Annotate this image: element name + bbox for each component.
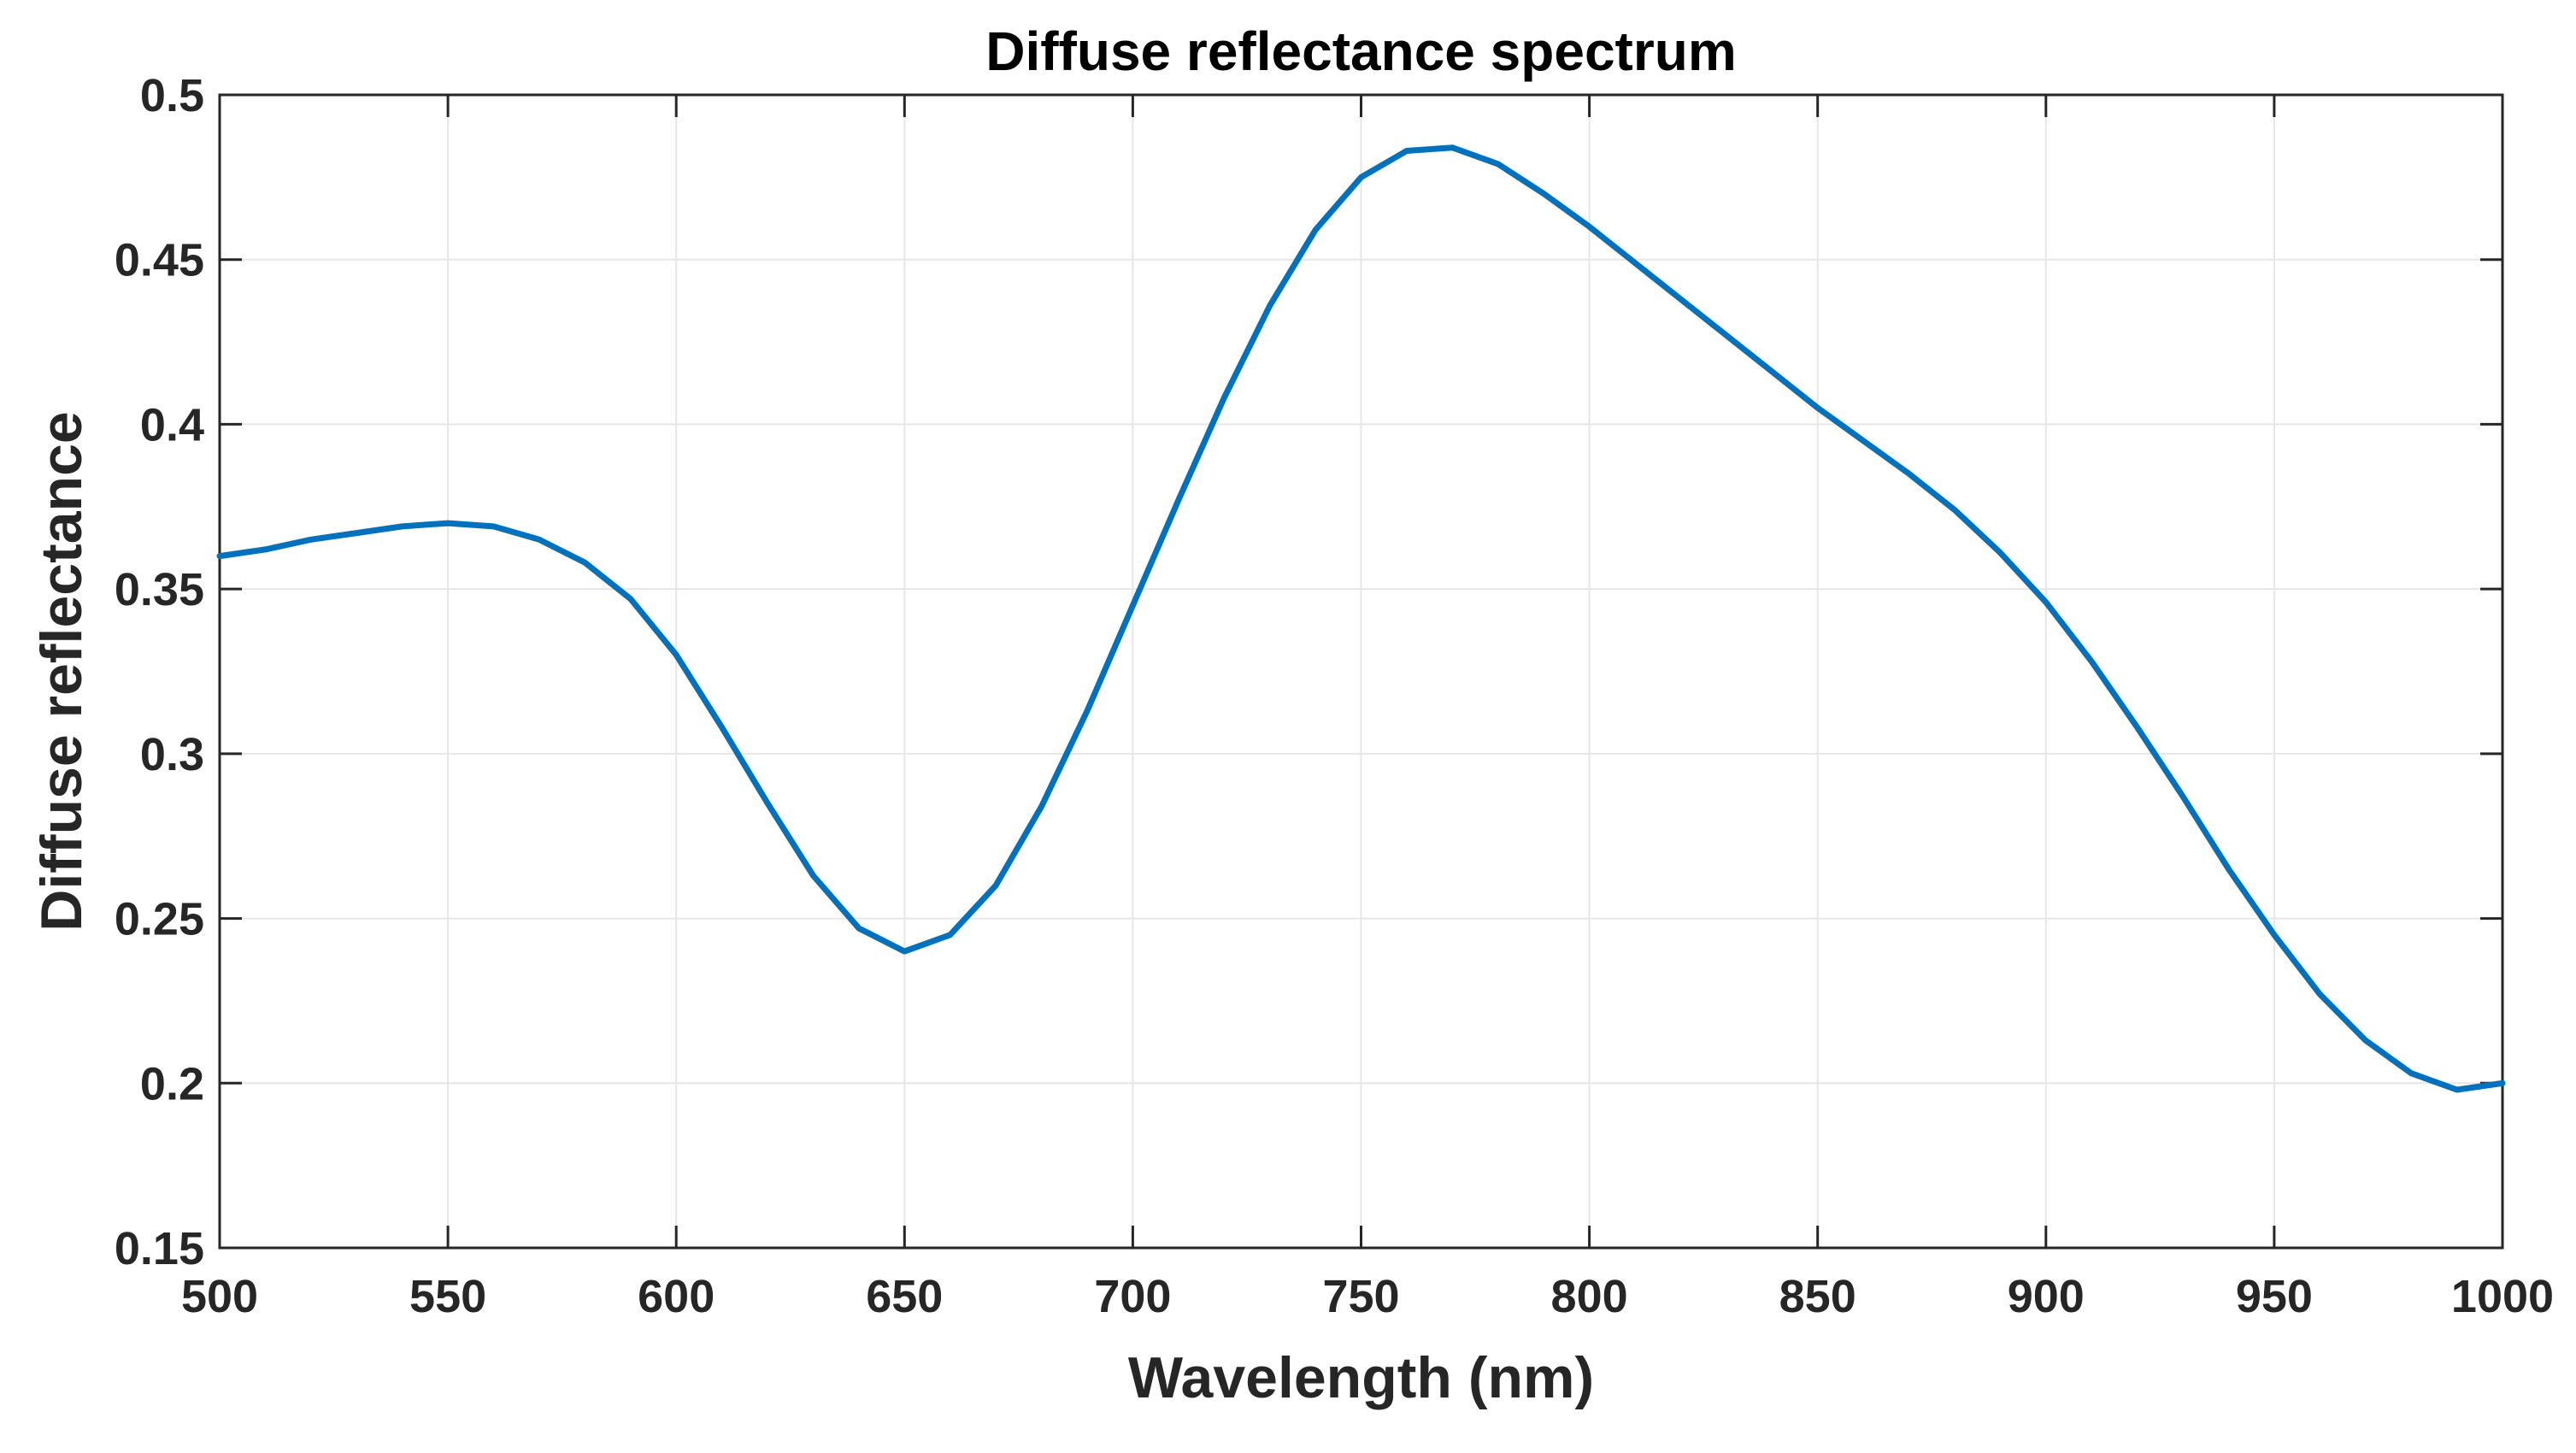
data-point <box>904 951 905 952</box>
data-point <box>2045 602 2046 603</box>
x-tick-label: 900 <box>2008 1271 2085 1322</box>
data-point <box>2273 934 2274 935</box>
y-tick-label: 0.3 <box>140 729 204 780</box>
data-point <box>813 875 814 876</box>
data-point <box>1132 605 1133 606</box>
data-point <box>858 928 859 929</box>
x-tick-label: 650 <box>866 1271 943 1322</box>
x-tick-label: 850 <box>1779 1271 1856 1322</box>
tick-label-layer: 500 550 600 650 700 750 800 850 900 950 1000 0.15 0.… <box>115 70 2554 1322</box>
data-point <box>1087 710 1088 711</box>
y-axis-label: Diffuse reflectance <box>29 411 94 931</box>
x-axis-label: Wavelength (nm) <box>1128 1345 1594 1410</box>
data-point <box>2456 1090 2457 1091</box>
y-tick-label: 0.4 <box>140 399 204 450</box>
y-tick-label: 0.35 <box>115 564 204 615</box>
series-line-0 <box>216 144 2506 1093</box>
data-point <box>538 539 539 540</box>
data-point <box>356 532 357 533</box>
data-point <box>1589 226 1590 227</box>
y-tick-label: 0.2 <box>140 1058 204 1109</box>
data-point <box>1178 500 1179 501</box>
data-point <box>721 727 722 728</box>
x-tick-label: 600 <box>638 1271 715 1322</box>
data-point <box>996 885 997 886</box>
data-point <box>1817 408 1818 409</box>
x-tick-label: 800 <box>1551 1271 1628 1322</box>
chart-title: Diffuse reflectance spectrum <box>985 21 1737 82</box>
data-point <box>265 549 266 550</box>
data-point <box>1406 150 1407 151</box>
x-tick-label: 550 <box>409 1271 486 1322</box>
x-tick-label: 1000 <box>2451 1271 2554 1322</box>
data-point <box>630 598 631 599</box>
data-point <box>1497 163 1498 164</box>
x-tick-label: 750 <box>1322 1271 1399 1322</box>
data-point <box>2411 1073 2412 1074</box>
data-point <box>1955 509 1956 510</box>
data-point <box>1452 147 1453 148</box>
data-point <box>1635 262 1636 263</box>
data-point <box>1269 305 1270 306</box>
data-point <box>1361 177 1362 178</box>
y-tick-label: 0.45 <box>115 235 204 286</box>
y-tick-label: 0.25 <box>115 894 204 945</box>
x-tick-label: 500 <box>181 1271 258 1322</box>
data-point <box>1680 299 1681 300</box>
data-point <box>2000 552 2001 553</box>
data-point <box>2137 727 2138 728</box>
data-point <box>1315 230 1316 231</box>
x-tick-label: 950 <box>2236 1271 2313 1322</box>
tick-layer <box>218 93 2504 1250</box>
y-tick-label: 0.15 <box>115 1223 204 1274</box>
data-point <box>2228 868 2229 869</box>
data-point <box>676 655 677 656</box>
data-point <box>2091 661 2092 662</box>
data-point <box>1863 440 1864 441</box>
data-point <box>448 523 449 524</box>
x-tick-label: 700 <box>1094 1271 1171 1322</box>
data-point <box>2365 1040 2366 1041</box>
data-point <box>310 539 311 540</box>
data-point <box>1772 371 1773 372</box>
data-point <box>1041 806 1042 807</box>
grid-layer <box>219 94 2503 1249</box>
data-point <box>2502 1083 2503 1084</box>
y-tick-label: 0.5 <box>140 70 204 121</box>
series-layer <box>216 144 2506 1093</box>
data-point <box>1224 397 1225 398</box>
